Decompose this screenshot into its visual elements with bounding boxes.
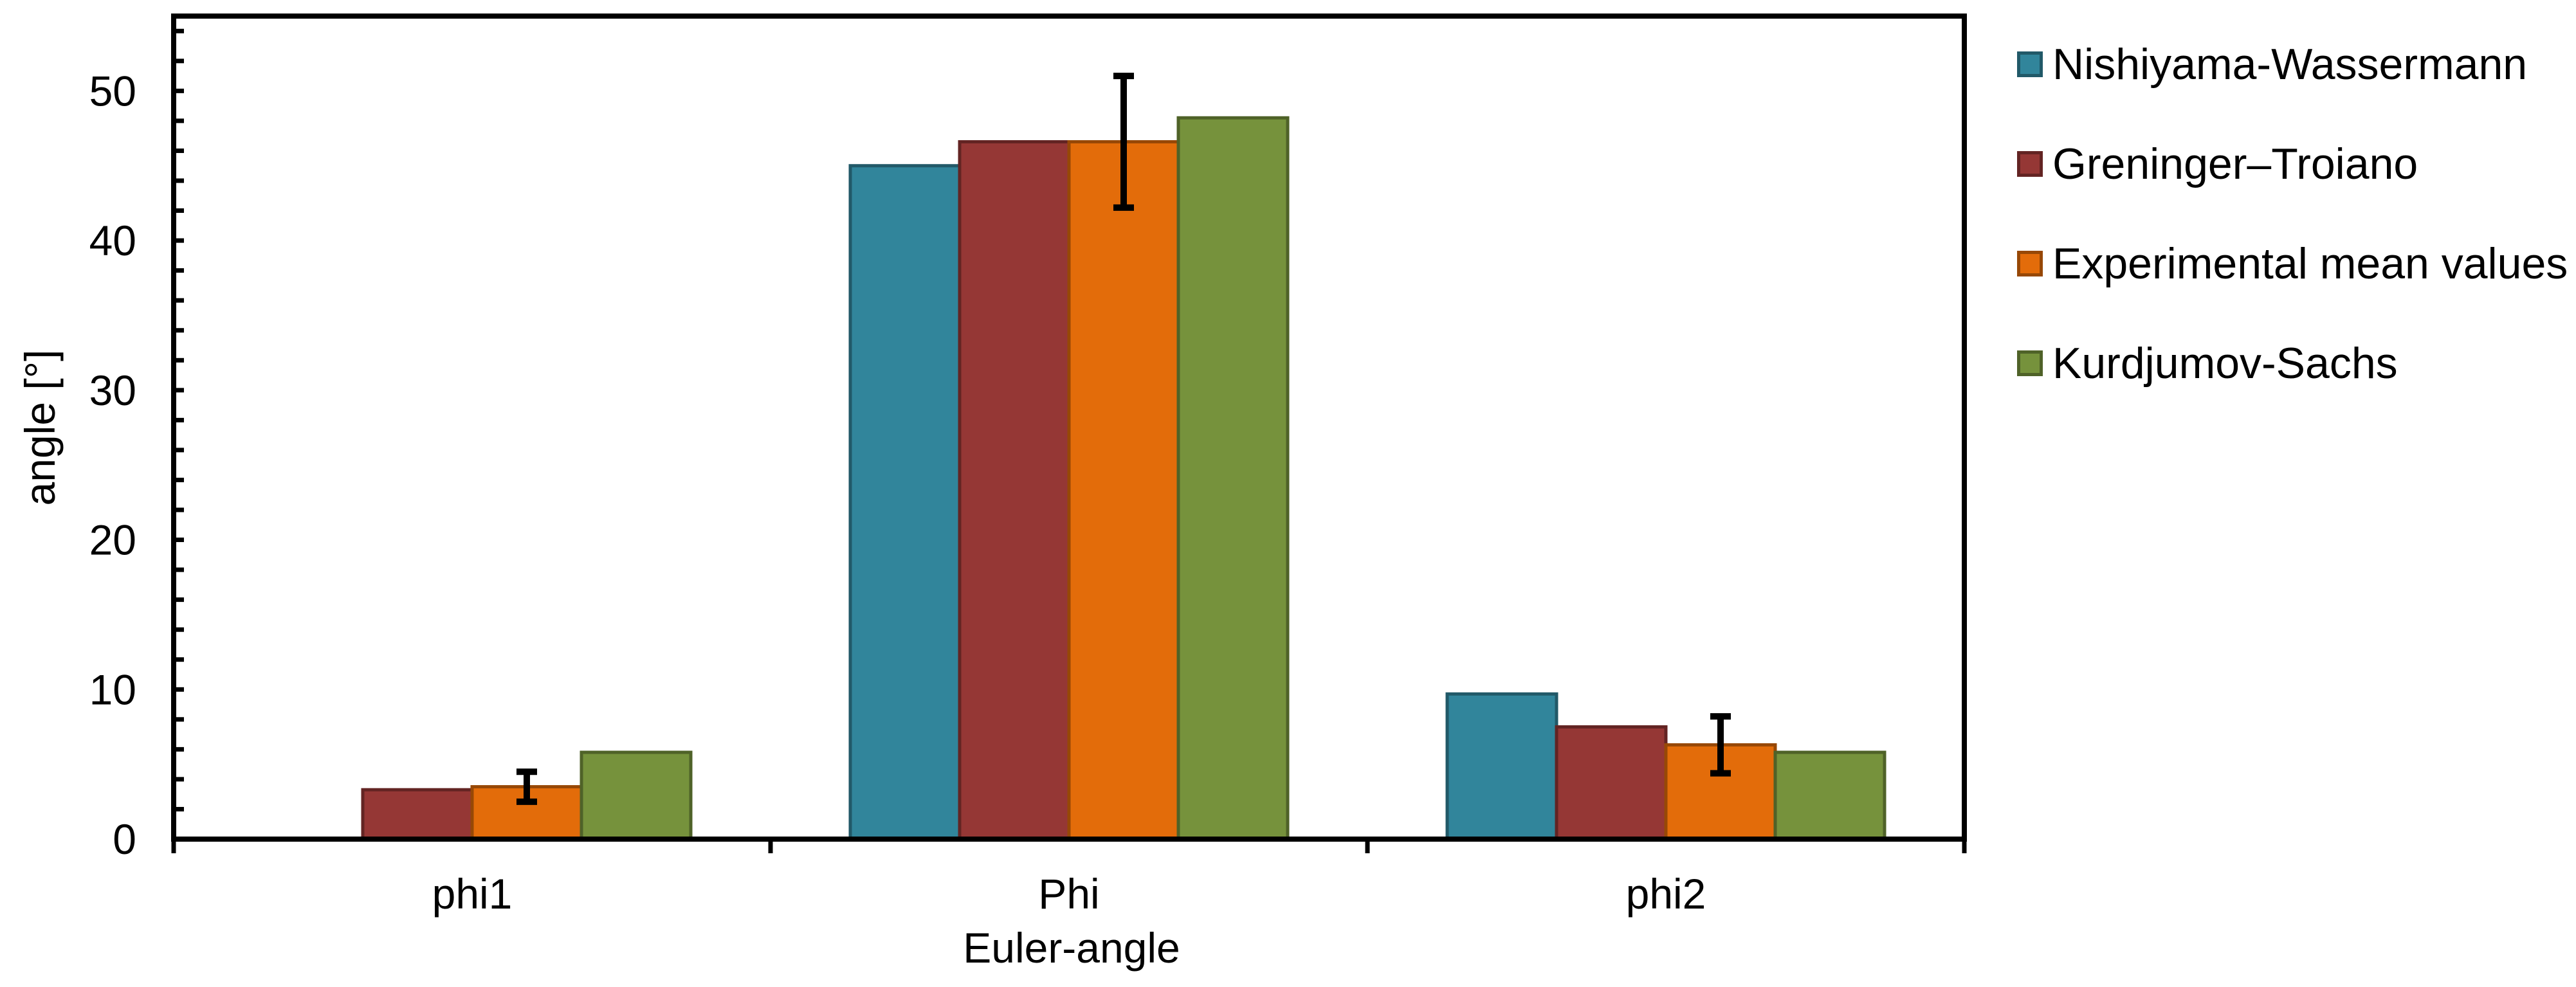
legend-item-experimental-mean-values: Experimental mean values <box>2017 242 2568 285</box>
legend-item-nishiyama-wassermann: Nishiyama-Wassermann <box>2017 42 2568 86</box>
bar-kurdjumov-sachs-phi2 <box>1773 750 1886 841</box>
bar-kurdjumov-sachs-phi1 <box>580 750 693 841</box>
x-axis-title: Euler-angle <box>963 924 1180 972</box>
y-tick-label-50: 50 <box>89 67 136 114</box>
bar-experimental-mean-values-phi <box>1067 140 1180 841</box>
legend-label: Kurdjumov-Sachs <box>2052 339 2398 388</box>
plot-frame <box>171 14 1967 842</box>
legend-item-greninger-troiano: Greninger–Troiano <box>2017 142 2568 186</box>
legend: Nishiyama-Wassermann Greninger–Troiano E… <box>2017 42 2568 450</box>
bar-greninger-troiano-phi2 <box>1555 725 1668 841</box>
x-tick-label-phi1: phi1 <box>432 870 513 918</box>
legend-swatch-experimental-mean-values <box>2017 251 2043 276</box>
legend-label: Greninger–Troiano <box>2052 140 2418 188</box>
legend-label: Experimental mean values <box>2052 239 2568 288</box>
bar-greninger-troiano-phi <box>958 140 1071 841</box>
y-tick-label-30: 30 <box>89 367 136 414</box>
bar-greninger-troiano-phi1 <box>361 788 474 841</box>
legend-swatch-nishiyama-wassermann <box>2017 51 2043 77</box>
legend-swatch-kurdjumov-sachs <box>2017 350 2043 376</box>
y-axis-title: angle [°] <box>16 350 64 506</box>
y-tick-label-0: 0 <box>113 815 136 863</box>
y-tick-label-10: 10 <box>89 666 136 713</box>
x-tick-label-phi: Phi <box>1038 870 1099 918</box>
x-tick-label-phi2: phi2 <box>1626 870 1706 918</box>
legend-item-kurdjumov-sachs: Kurdjumov-Sachs <box>2017 341 2568 385</box>
bar-nishiyama-wassermann-phi <box>848 164 962 841</box>
legend-swatch-greninger-troiano <box>2017 151 2043 177</box>
legend-label: Nishiyama-Wassermann <box>2052 40 2528 89</box>
bar-nishiyama-wassermann-phi2 <box>1445 692 1558 841</box>
y-tick-label-20: 20 <box>89 516 136 564</box>
y-tick-label-40: 40 <box>89 217 136 264</box>
bar-kurdjumov-sachs-phi <box>1176 116 1290 841</box>
